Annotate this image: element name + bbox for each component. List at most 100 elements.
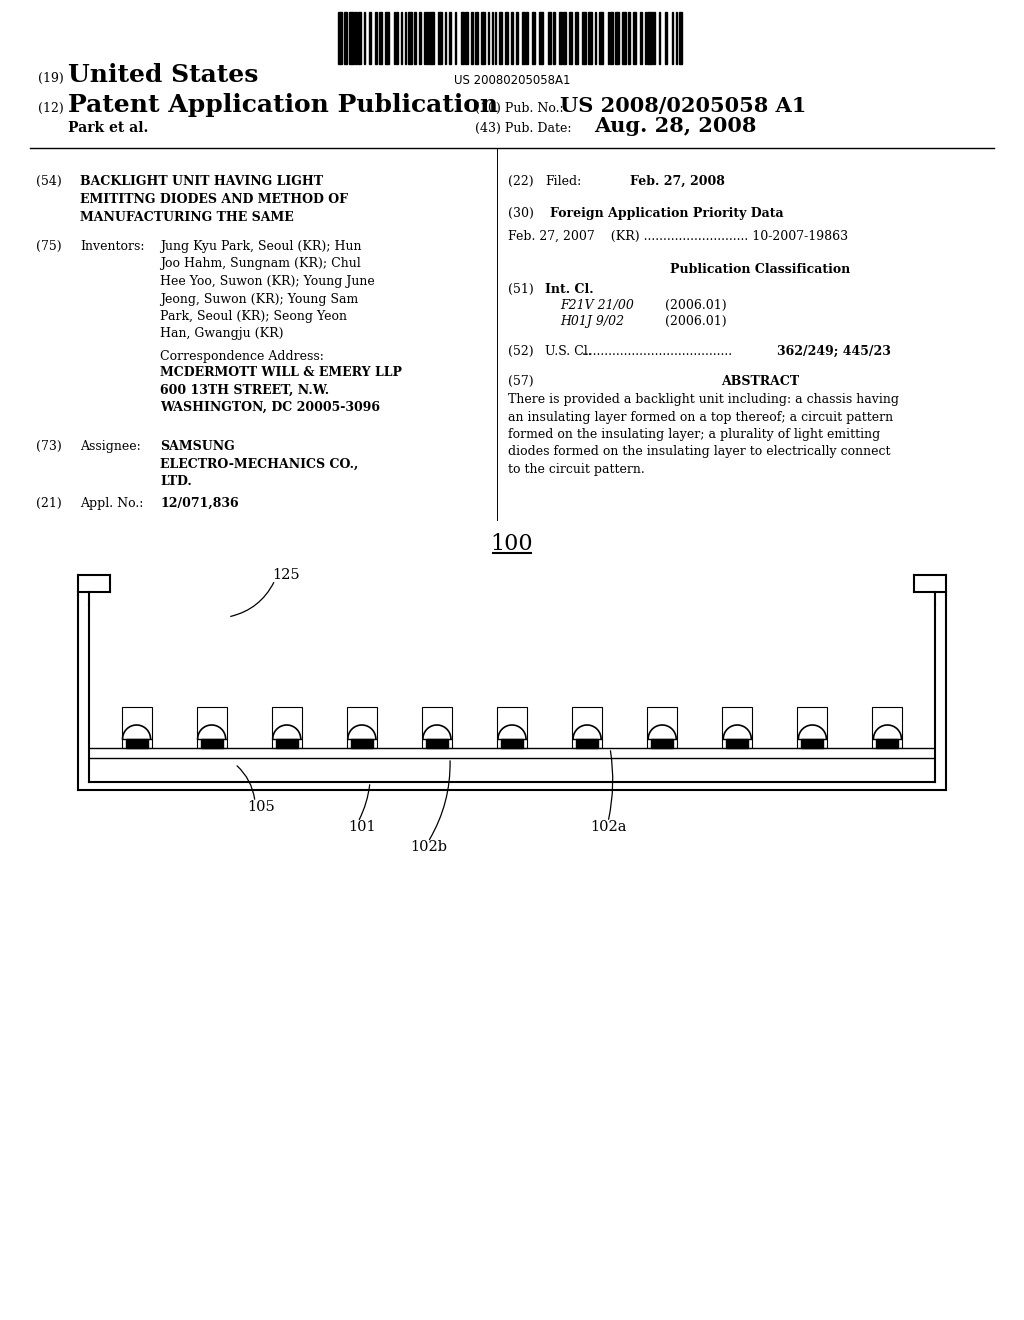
Bar — [338, 12, 342, 63]
Text: (10) Pub. No.:: (10) Pub. No.: — [475, 102, 563, 115]
Bar — [577, 739, 598, 748]
Bar — [400, 12, 402, 63]
Bar — [426, 12, 428, 63]
Bar — [487, 12, 489, 63]
Bar — [548, 12, 551, 63]
Text: Feb. 27, 2008: Feb. 27, 2008 — [630, 176, 725, 187]
Text: (2006.01): (2006.01) — [665, 315, 727, 327]
Bar — [522, 12, 525, 63]
Text: 105: 105 — [247, 800, 274, 814]
Bar — [344, 12, 346, 63]
Text: Filed:: Filed: — [545, 176, 582, 187]
Bar — [455, 12, 457, 63]
Text: (51): (51) — [508, 282, 534, 296]
Text: 362/249; 445/23: 362/249; 445/23 — [777, 345, 891, 358]
Bar — [610, 12, 613, 63]
Bar — [406, 12, 407, 63]
Text: Patent Application Publication: Patent Application Publication — [68, 92, 498, 117]
Bar — [526, 12, 527, 63]
Bar — [505, 12, 508, 63]
Bar — [531, 12, 535, 63]
Bar — [419, 12, 421, 63]
Text: U.S. Cl.: U.S. Cl. — [545, 345, 592, 358]
Text: (75): (75) — [36, 240, 61, 253]
Text: F21V 21/00: F21V 21/00 — [560, 300, 634, 312]
Bar — [375, 12, 377, 63]
Bar — [379, 12, 382, 63]
Text: .......................................: ....................................... — [582, 345, 733, 358]
Text: (22): (22) — [508, 176, 534, 187]
Bar — [599, 12, 603, 63]
Text: Publication Classification: Publication Classification — [670, 263, 850, 276]
Bar — [358, 12, 360, 63]
Text: Foreign Application Priority Data: Foreign Application Priority Data — [550, 207, 783, 220]
Bar — [471, 12, 473, 63]
Text: There is provided a backlight unit including: a chassis having
an insulating lay: There is provided a backlight unit inclu… — [508, 393, 899, 477]
Bar — [647, 12, 651, 63]
Bar — [275, 739, 298, 748]
Text: 101: 101 — [348, 820, 376, 834]
Bar — [422, 708, 452, 748]
Text: Aug. 28, 2008: Aug. 28, 2008 — [594, 116, 757, 136]
Bar — [349, 12, 353, 63]
Text: Assignee:: Assignee: — [80, 440, 140, 453]
Bar — [495, 12, 497, 63]
Bar — [653, 12, 654, 63]
Bar — [197, 708, 226, 748]
Bar — [645, 12, 646, 63]
Bar — [497, 708, 527, 748]
Bar — [424, 12, 425, 63]
Bar — [633, 12, 636, 63]
Bar — [465, 12, 468, 63]
Text: Jung Kyu Park, Seoul (KR); Hun
Joo Hahm, Sungnam (KR); Chul
Hee Yoo, Suwon (KR);: Jung Kyu Park, Seoul (KR); Hun Joo Hahm,… — [160, 240, 375, 341]
Text: 100: 100 — [490, 533, 534, 554]
Text: (30): (30) — [508, 207, 534, 220]
Text: Correspondence Address:: Correspondence Address: — [160, 350, 324, 363]
Bar — [595, 12, 596, 63]
Bar — [370, 12, 371, 63]
Bar — [347, 708, 377, 748]
Bar — [672, 12, 673, 63]
Bar — [628, 12, 631, 63]
Bar — [475, 12, 478, 63]
Text: Appl. No.:: Appl. No.: — [80, 498, 143, 510]
Bar — [480, 12, 485, 63]
Text: ABSTRACT: ABSTRACT — [721, 375, 799, 388]
Text: (12): (12) — [38, 102, 63, 115]
Text: (43) Pub. Date:: (43) Pub. Date: — [475, 121, 571, 135]
Text: 125: 125 — [272, 568, 300, 582]
Bar — [726, 739, 749, 748]
Text: Feb. 27, 2007    (KR) ........................... 10-2007-19863: Feb. 27, 2007 (KR) .....................… — [508, 230, 848, 243]
Text: 102b: 102b — [410, 840, 447, 854]
Bar — [539, 12, 544, 63]
Bar — [364, 12, 366, 63]
Text: (54): (54) — [36, 176, 61, 187]
Bar — [201, 739, 222, 748]
Bar — [607, 12, 609, 63]
Text: 102a: 102a — [590, 820, 627, 834]
Bar — [445, 12, 446, 63]
Text: MCDERMOTT WILL & EMERY LLP
600 13TH STREET, N.W.
WASHINGTON, DC 20005-3096: MCDERMOTT WILL & EMERY LLP 600 13TH STRE… — [160, 366, 402, 414]
Bar — [355, 12, 356, 63]
Text: (73): (73) — [36, 440, 61, 453]
Text: Int. Cl.: Int. Cl. — [545, 282, 594, 296]
Bar — [582, 12, 586, 63]
Bar — [665, 12, 668, 63]
Text: (21): (21) — [36, 498, 61, 510]
Bar — [493, 12, 494, 63]
Text: (2006.01): (2006.01) — [665, 300, 727, 312]
Bar — [516, 12, 518, 63]
Text: (57): (57) — [508, 375, 534, 388]
Bar — [679, 12, 682, 63]
Text: 12/071,836: 12/071,836 — [160, 498, 239, 510]
Bar — [408, 12, 413, 63]
Bar — [271, 708, 302, 748]
Bar — [429, 12, 433, 63]
Bar — [450, 12, 451, 63]
Text: Park et al.: Park et al. — [68, 121, 148, 135]
Bar — [461, 12, 464, 63]
Bar — [499, 12, 502, 63]
Bar — [798, 708, 827, 748]
Bar — [877, 739, 898, 748]
Bar — [569, 12, 571, 63]
